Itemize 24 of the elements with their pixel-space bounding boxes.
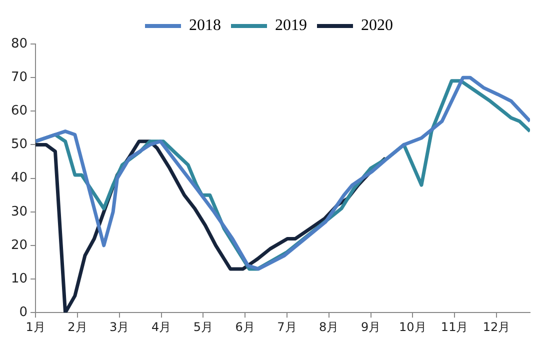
x-tick-label: 9月 <box>360 320 381 334</box>
x-tick-label: 4月 <box>151 320 172 334</box>
legend-label: 2019 <box>275 17 307 34</box>
x-tick-label: 1月 <box>26 320 46 334</box>
y-tick-label: 0 <box>19 304 28 320</box>
y-tick-label: 50 <box>10 137 28 152</box>
y-tick-label: 30 <box>10 204 28 220</box>
x-tick-label: 10月 <box>399 320 426 334</box>
x-tick-label: 6月 <box>235 320 255 334</box>
y-tick-label: 80 <box>10 36 28 52</box>
x-tick-label: 7月 <box>277 320 297 334</box>
x-tick-label: 11月 <box>440 320 468 334</box>
x-tick-label: 12月 <box>482 320 510 334</box>
x-tick-label: 8月 <box>319 320 339 334</box>
x-tick-label: 3月 <box>110 320 130 334</box>
x-tick-label: 5月 <box>193 320 213 334</box>
y-tick-label: 10 <box>10 271 28 286</box>
legend-label: 2020 <box>361 17 393 34</box>
y-tick-label: 40 <box>10 170 28 186</box>
y-tick-label: 20 <box>10 238 28 253</box>
y-tick-label: 70 <box>10 70 28 85</box>
y-tick-label: 60 <box>10 104 28 119</box>
legend-label: 2018 <box>189 17 221 34</box>
x-tick-label: 2月 <box>68 320 88 334</box>
